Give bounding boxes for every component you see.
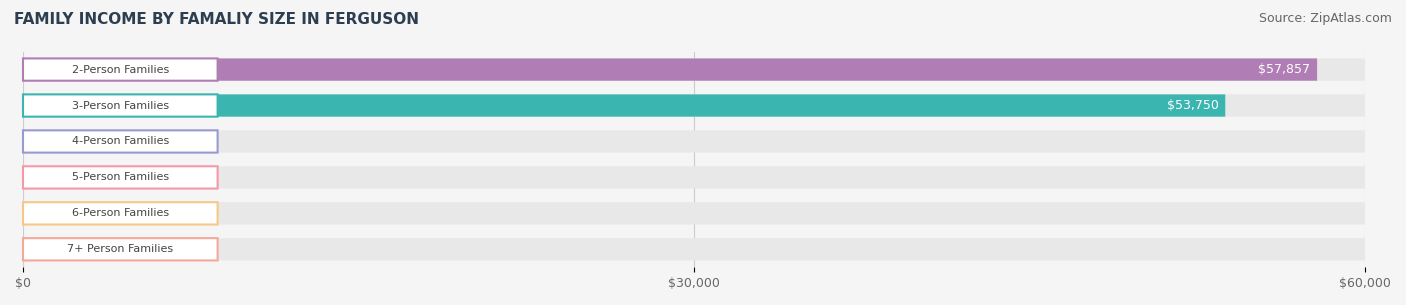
Text: $0: $0	[75, 135, 90, 148]
FancyBboxPatch shape	[22, 238, 1365, 260]
FancyBboxPatch shape	[22, 59, 1317, 81]
Text: $53,750: $53,750	[1167, 99, 1219, 112]
Text: $0: $0	[75, 243, 90, 256]
FancyBboxPatch shape	[22, 202, 218, 224]
FancyBboxPatch shape	[22, 202, 1365, 224]
FancyBboxPatch shape	[22, 94, 1365, 117]
FancyBboxPatch shape	[22, 59, 1365, 81]
Text: $57,857: $57,857	[1258, 63, 1310, 76]
FancyBboxPatch shape	[22, 94, 1225, 117]
FancyBboxPatch shape	[22, 59, 218, 81]
Text: 5-Person Families: 5-Person Families	[72, 172, 169, 182]
FancyBboxPatch shape	[22, 202, 63, 224]
FancyBboxPatch shape	[22, 166, 1365, 188]
FancyBboxPatch shape	[22, 130, 1365, 152]
Text: Source: ZipAtlas.com: Source: ZipAtlas.com	[1258, 12, 1392, 25]
FancyBboxPatch shape	[22, 130, 218, 152]
Text: FAMILY INCOME BY FAMALIY SIZE IN FERGUSON: FAMILY INCOME BY FAMALIY SIZE IN FERGUSO…	[14, 12, 419, 27]
Text: 2-Person Families: 2-Person Families	[72, 65, 169, 75]
FancyBboxPatch shape	[22, 130, 63, 152]
FancyBboxPatch shape	[22, 166, 63, 188]
Text: 4-Person Families: 4-Person Families	[72, 136, 169, 146]
FancyBboxPatch shape	[22, 166, 218, 188]
Text: $0: $0	[75, 171, 90, 184]
Text: 6-Person Families: 6-Person Families	[72, 208, 169, 218]
Text: $0: $0	[75, 207, 90, 220]
FancyBboxPatch shape	[22, 238, 218, 260]
FancyBboxPatch shape	[22, 94, 218, 117]
Text: 7+ Person Families: 7+ Person Families	[67, 244, 173, 254]
Text: 3-Person Families: 3-Person Families	[72, 101, 169, 110]
FancyBboxPatch shape	[22, 238, 63, 260]
